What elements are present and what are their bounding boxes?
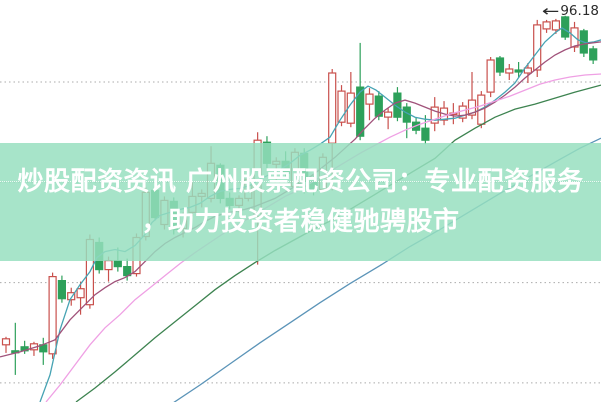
left-arrow-icon: ←: [541, 1, 560, 20]
candle-up: [430, 97, 439, 132]
candle-up: [505, 64, 514, 80]
candle-up: [486, 57, 495, 98]
candle-up: [458, 102, 467, 123]
candle-down: [11, 322, 20, 375]
gridline-through-band: [0, 181, 601, 182]
candle-down: [20, 340, 29, 354]
candle-down: [589, 45, 598, 64]
headline-line-2: ，助力投资者稳健驰骋股市: [141, 207, 460, 237]
candle-up: [384, 108, 393, 130]
candle-up: [1, 336, 11, 353]
candle-down: [39, 337, 48, 365]
headline-line-1: 炒股配资资讯 广州股票配资公司：专业配资服务: [17, 167, 584, 197]
candle-down: [495, 56, 505, 76]
candle-up: [337, 85, 346, 127]
candle-down: [561, 15, 570, 40]
candle-up: [551, 18, 561, 34]
candle-down: [402, 103, 411, 139]
price-annotation-value: 96.18: [560, 3, 599, 19]
candle-down: [393, 87, 402, 122]
price-annotation: ← 96.18: [542, 3, 599, 19]
candle-down: [57, 275, 67, 303]
candle-up: [48, 272, 57, 359]
candle-up: [346, 72, 355, 128]
headline-overlay: 炒股配资资讯 广州股票配资公司：专业配资服务 ，助力投资者稳健驰骋股市: [0, 143, 601, 261]
candle-down: [514, 62, 523, 78]
candle-down: [421, 115, 430, 145]
candle-up: [365, 88, 374, 121]
candle-up: [523, 63, 533, 83]
candle-up: [542, 19, 551, 33]
